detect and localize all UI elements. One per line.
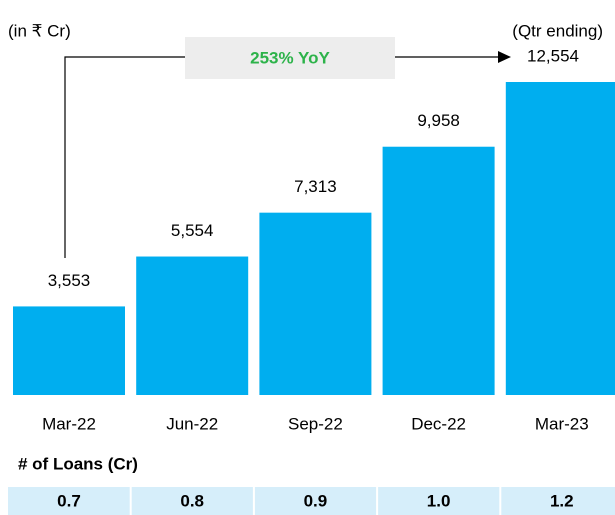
bar <box>505 82 615 395</box>
value-label: 7,313 <box>294 177 337 196</box>
table-cell: 1.2 <box>550 491 574 510</box>
table-row <box>8 487 615 515</box>
x-tick-label: Mar-23 <box>535 414 589 433</box>
x-tick-label: Mar-22 <box>42 414 96 433</box>
bar <box>382 146 495 395</box>
annotation: 253% YoY <box>250 48 330 67</box>
bar <box>136 256 249 395</box>
value-label: 9,958 <box>417 111 460 130</box>
x-tick-label: Sep-22 <box>288 414 343 433</box>
x-tick-label: Jun-22 <box>166 414 218 433</box>
table-title: # of Loans (Cr) <box>18 454 138 473</box>
table-cell: 1.0 <box>427 491 451 510</box>
period-label: (Qtr ending) <box>512 21 603 40</box>
unit-label: (in ₹ Cr) <box>8 21 71 40</box>
bar <box>259 212 372 395</box>
table-cell: 0.9 <box>304 491 328 510</box>
x-tick-label: Dec-22 <box>411 414 466 433</box>
table-cell: 0.8 <box>180 491 204 510</box>
value-label: 12,554 <box>527 46 579 65</box>
bar <box>13 306 125 395</box>
annotation-box <box>185 37 395 79</box>
value-label: 3,553 <box>48 271 91 290</box>
bracket-line <box>64 56 185 258</box>
arrow-head <box>498 51 511 63</box>
table-cell: 0.7 <box>57 491 81 510</box>
value-label: 5,554 <box>171 221 214 240</box>
